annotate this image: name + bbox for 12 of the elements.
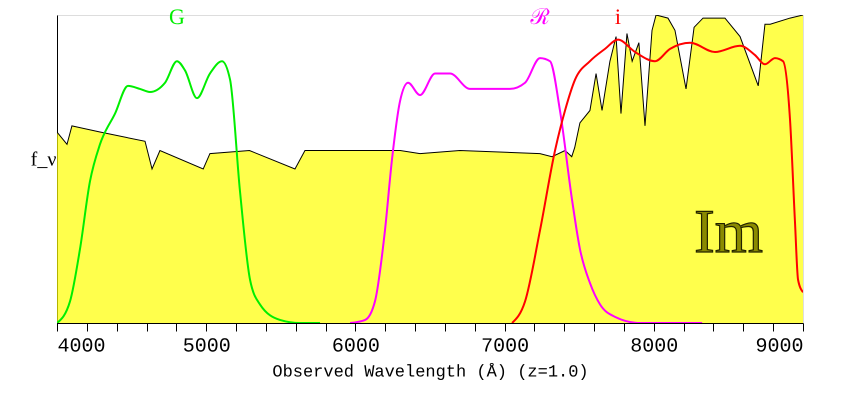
x-tick-label: 4000 — [58, 336, 106, 358]
y-axis-title: f_ν — [30, 148, 56, 170]
x-tick-label: 6000 — [332, 336, 380, 358]
annotation: Im — [694, 198, 763, 266]
x-tick-label: 7000 — [481, 336, 530, 358]
x-axis-title: Observed Wavelength (Å) (z=1.0) — [272, 362, 589, 382]
x-tick-label: 9000 — [755, 336, 804, 358]
x-tick-label: 5000 — [182, 336, 231, 358]
series-label: ℛ — [529, 4, 550, 29]
series-label: G — [169, 4, 186, 29]
x-tick-label: 8000 — [630, 336, 678, 358]
series-label: i — [614, 4, 622, 29]
